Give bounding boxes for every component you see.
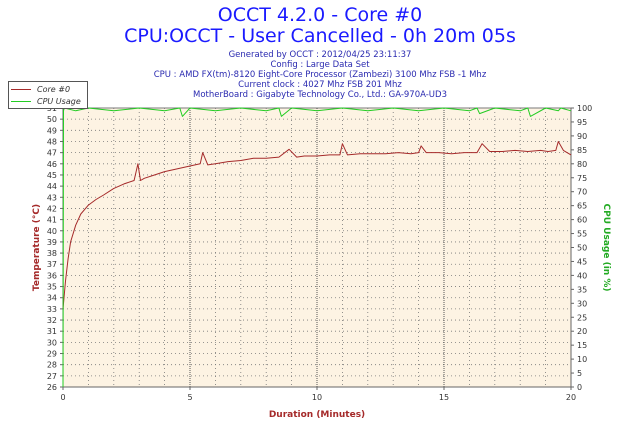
y-axis-title: Temperature (°C) [32, 204, 42, 291]
legend-item-cpu-usage: CPU Usage [11, 95, 81, 107]
info-clock: Current clock : 4027 Mhz FSB 201 Mhz [238, 80, 402, 90]
info-motherboard: MotherBoard : Gigabyte Technology Co., L… [193, 90, 447, 100]
y2-tick-label: 40 [577, 271, 587, 280]
y-tick-label: 30 [47, 338, 57, 347]
y2-tick-label: 70 [577, 188, 587, 197]
y-tick-label: 43 [47, 193, 57, 202]
y-tick-label: 33 [47, 305, 57, 314]
y-tick-label: 50 [47, 115, 57, 124]
y2-tick-label: 65 [577, 202, 587, 211]
y2-tick-label: 5 [577, 369, 582, 378]
y-tick-label: 40 [47, 227, 57, 236]
y2-tick-label: 25 [577, 313, 587, 322]
y-tick-label: 47 [47, 149, 57, 158]
y2-tick-label: 75 [577, 174, 587, 183]
y-tick-label: 34 [47, 294, 57, 303]
y-tick-label: 39 [47, 238, 57, 247]
y2-tick-label: 50 [577, 244, 587, 253]
x-tick-label: 5 [187, 393, 192, 402]
y-tick-label: 48 [47, 137, 57, 146]
y2-tick-label: 35 [577, 285, 587, 294]
y-tick-label: 26 [47, 383, 57, 392]
y-tick-label: 29 [47, 350, 57, 359]
series-line-core0 [62, 141, 572, 309]
plot-area [62, 107, 572, 388]
y2-tick-label: 100 [577, 104, 592, 113]
y2-tick-label: 80 [577, 160, 587, 169]
x-tick-label: 10 [312, 393, 322, 402]
x-tick-label: 15 [439, 393, 449, 402]
legend-label-core0: Core #0 [37, 84, 71, 94]
y2-axis-title: CPU Usage (in %) [601, 204, 611, 292]
y2-tick-label: 15 [577, 341, 587, 350]
y2-tick-label: 95 [577, 118, 587, 127]
series-line-cpu-usage [62, 107, 572, 388]
x-tick-label: 0 [60, 393, 65, 402]
y-tick-label: 27 [47, 372, 57, 381]
legend-label-cpu-usage: CPU Usage [37, 96, 81, 106]
x-tick-label: 20 [566, 393, 576, 402]
y2-tick-label: 10 [577, 355, 587, 364]
y2-tick-label: 85 [577, 146, 587, 155]
y-tick-label: 41 [47, 216, 57, 225]
info-config: Config : Large Data Set [270, 60, 370, 70]
y-tick-label: 32 [47, 316, 57, 325]
y2-tick-label: 30 [577, 299, 587, 308]
y2-tick-label: 90 [577, 132, 587, 141]
y-tick-label: 28 [47, 361, 57, 370]
y-tick-label: 44 [47, 182, 57, 191]
info-generated: Generated by OCCT : 2012/04/25 23:11:37 [228, 50, 412, 60]
y-tick-label: 35 [47, 283, 57, 292]
y2-tick-label: 55 [577, 230, 587, 239]
chart-legend: Core #0 CPU Usage [8, 81, 88, 109]
x-axis-title: Duration (Minutes) [269, 410, 365, 420]
info-cpu: CPU : AMD FX(tm)-8120 Eight-Core Process… [153, 70, 487, 80]
y2-tick-label: 45 [577, 257, 587, 266]
legend-swatch-core0 [11, 88, 31, 90]
y-tick-label: 37 [47, 260, 57, 269]
y-tick-label: 49 [47, 126, 57, 135]
y-tick-label: 31 [47, 327, 57, 336]
y-tick-label: 42 [47, 204, 57, 213]
chart-title: OCCT 4.2.0 - Core #0 [217, 4, 423, 26]
y2-tick-label: 60 [577, 216, 587, 225]
y-tick-label: 38 [47, 249, 57, 258]
legend-item-core0: Core #0 [11, 83, 70, 95]
y2-tick-label: 0 [577, 383, 582, 392]
y-tick-label: 46 [47, 160, 57, 169]
legend-swatch-cpu-usage [11, 100, 31, 102]
y2-tick-label: 20 [577, 327, 587, 336]
y-tick-label: 36 [47, 271, 57, 280]
chart-subtitle: CPU:OCCT - User Cancelled - 0h 20m 05s [124, 25, 516, 47]
y-tick-label: 45 [47, 171, 57, 180]
